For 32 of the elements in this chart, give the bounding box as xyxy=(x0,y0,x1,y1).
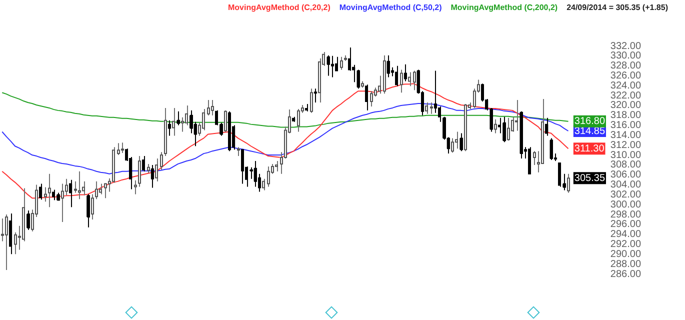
y-tick-label: 292.00 xyxy=(610,239,642,250)
text: 311.30 xyxy=(574,143,605,154)
y-tick-label: 298.00 xyxy=(610,209,642,220)
y-tick-label: 286.00 xyxy=(610,268,642,280)
y-tick-label: 302.00 xyxy=(610,189,642,200)
y-tick-label: 324.00 xyxy=(610,80,642,92)
y-tick-label: 320.00 xyxy=(610,100,642,112)
y-tick-label: 310.00 xyxy=(610,150,642,161)
y-tick-label: 288.00 xyxy=(610,258,642,270)
y-tick-label: 312.00 xyxy=(610,140,642,151)
text: MovingAvgMethod (C,50,2) xyxy=(339,3,442,12)
y-tick-label: 314.00 xyxy=(610,130,642,141)
text: 24/09/2014 = 305.35 (+1.85) xyxy=(566,3,668,12)
text: 316.80 xyxy=(574,116,606,128)
y-tick-label: 290.00 xyxy=(610,248,642,260)
y-tick-label: 306.00 xyxy=(610,170,642,181)
y-tick-label: 296.00 xyxy=(610,219,642,230)
y-tick-label: 318.00 xyxy=(610,110,642,122)
y-tick-label: 300.00 xyxy=(610,199,642,210)
y-tick-label: 328.00 xyxy=(610,60,642,72)
y-tick-label: 294.00 xyxy=(610,229,642,240)
y-tick-label: 326.00 xyxy=(610,70,642,82)
y-tick-label: 330.00 xyxy=(610,50,642,62)
y-tick-label: 316.00 xyxy=(610,120,642,132)
y-tick-label: 322.00 xyxy=(610,90,642,102)
y-tick-label: 332.00 xyxy=(610,40,642,52)
y-tick-label: 304.00 xyxy=(610,180,642,191)
text: MovingAvgMethod (C,200,2) xyxy=(450,3,558,12)
y-tick-label: 308.00 xyxy=(610,160,642,171)
text: MovingAvgMethod (C,20,2) xyxy=(228,3,331,12)
text: 305.35 xyxy=(574,172,606,184)
text: 314.85 xyxy=(574,126,606,137)
